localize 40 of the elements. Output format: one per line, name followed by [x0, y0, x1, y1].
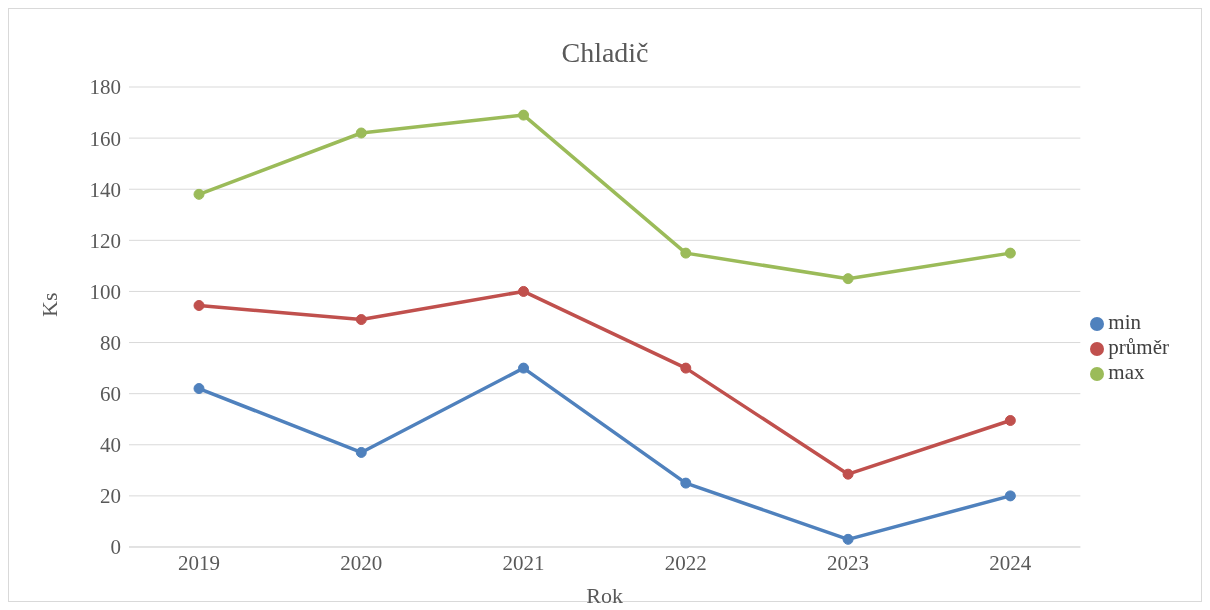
y-tick-label: 60: [100, 382, 121, 407]
x-tick-label: 2021: [502, 550, 545, 575]
point: [680, 362, 692, 374]
point: [1004, 247, 1016, 259]
x-tick-label: 2019: [178, 550, 220, 575]
x-tick-label: 2023: [827, 550, 870, 575]
x-axis-title: Rok: [586, 583, 624, 608]
point: [193, 300, 205, 311]
y-tick-label: 140: [89, 177, 121, 202]
point: [842, 468, 854, 480]
legend-label: min: [1108, 309, 1142, 334]
point: [842, 533, 854, 545]
point: [1004, 490, 1016, 502]
chart-title: Chladič: [560, 36, 650, 70]
point: [518, 285, 530, 297]
x-tick-label: 2020: [340, 550, 383, 575]
y-tick-label: 160: [89, 126, 121, 151]
point: [193, 383, 205, 395]
point: [1004, 415, 1016, 426]
point: [680, 477, 692, 489]
point: [518, 362, 530, 374]
x-tick-label: 2024: [989, 550, 1032, 575]
y-axis-title: Ks: [36, 292, 62, 317]
y-tick-label: 80: [100, 331, 121, 356]
y-tick-label: 100: [89, 279, 121, 304]
point: [842, 273, 854, 285]
y-tick-label: 0: [110, 535, 121, 560]
point: [355, 446, 367, 458]
point: [518, 109, 530, 121]
legend-label: max: [1108, 359, 1145, 384]
legend-label: průměr: [1108, 334, 1169, 359]
y-tick-label: 180: [89, 75, 121, 100]
y-tick-label: 120: [89, 228, 121, 253]
x-tick-label: 2022: [664, 550, 707, 575]
point: [355, 314, 367, 326]
point: [680, 247, 692, 259]
y-tick-label: 20: [100, 484, 121, 509]
point: [193, 188, 205, 200]
point: [355, 127, 367, 139]
y-tick-label: 40: [100, 433, 121, 458]
